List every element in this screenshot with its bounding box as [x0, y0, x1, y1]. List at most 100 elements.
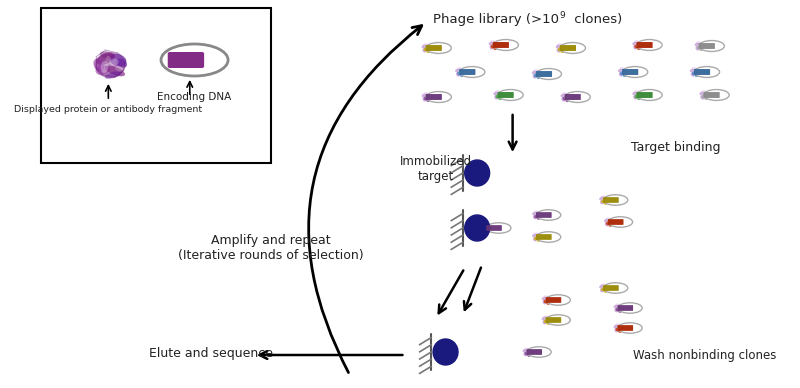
Ellipse shape	[522, 349, 526, 352]
Ellipse shape	[699, 92, 704, 95]
Ellipse shape	[546, 301, 550, 305]
Ellipse shape	[422, 45, 426, 48]
Ellipse shape	[536, 233, 540, 238]
Ellipse shape	[100, 51, 115, 59]
Ellipse shape	[542, 300, 546, 304]
Ellipse shape	[457, 72, 460, 75]
Ellipse shape	[524, 348, 530, 350]
Ellipse shape	[618, 327, 622, 331]
FancyBboxPatch shape	[618, 305, 633, 311]
Ellipse shape	[422, 48, 426, 52]
Text: Target binding: Target binding	[630, 142, 720, 154]
Ellipse shape	[601, 196, 606, 199]
Ellipse shape	[533, 215, 537, 219]
Ellipse shape	[605, 222, 609, 226]
Ellipse shape	[636, 41, 640, 46]
Ellipse shape	[601, 200, 604, 203]
Ellipse shape	[561, 94, 565, 97]
Ellipse shape	[634, 45, 638, 50]
Ellipse shape	[537, 214, 541, 218]
FancyBboxPatch shape	[168, 52, 204, 68]
Ellipse shape	[634, 90, 639, 94]
Ellipse shape	[482, 225, 486, 228]
Ellipse shape	[559, 46, 562, 50]
Ellipse shape	[614, 308, 618, 312]
Ellipse shape	[96, 53, 114, 65]
Ellipse shape	[487, 227, 491, 231]
Ellipse shape	[544, 320, 546, 323]
Ellipse shape	[603, 195, 628, 205]
Ellipse shape	[632, 42, 637, 45]
Ellipse shape	[425, 46, 428, 50]
Ellipse shape	[537, 238, 540, 242]
Ellipse shape	[484, 228, 487, 231]
Ellipse shape	[604, 199, 608, 203]
Ellipse shape	[534, 210, 539, 213]
Ellipse shape	[559, 44, 563, 49]
Ellipse shape	[698, 44, 702, 48]
Text: Immobilized
target: Immobilized target	[400, 155, 472, 183]
Ellipse shape	[566, 98, 569, 102]
Ellipse shape	[599, 285, 603, 288]
Ellipse shape	[632, 92, 637, 95]
FancyBboxPatch shape	[694, 69, 710, 75]
Ellipse shape	[615, 308, 618, 311]
Ellipse shape	[542, 320, 546, 324]
Ellipse shape	[638, 43, 642, 48]
Ellipse shape	[115, 66, 122, 72]
Ellipse shape	[695, 46, 699, 50]
Ellipse shape	[623, 71, 627, 75]
Ellipse shape	[546, 299, 550, 303]
FancyBboxPatch shape	[698, 43, 715, 49]
Ellipse shape	[542, 317, 546, 320]
Ellipse shape	[94, 59, 104, 71]
Ellipse shape	[459, 66, 485, 78]
Ellipse shape	[600, 288, 604, 293]
Ellipse shape	[535, 213, 538, 217]
FancyBboxPatch shape	[459, 69, 475, 75]
Ellipse shape	[426, 44, 430, 49]
Ellipse shape	[543, 315, 549, 319]
Circle shape	[465, 215, 490, 241]
Ellipse shape	[690, 72, 694, 76]
Ellipse shape	[460, 71, 465, 75]
Ellipse shape	[426, 43, 451, 54]
Ellipse shape	[619, 72, 623, 76]
Ellipse shape	[606, 218, 610, 220]
Ellipse shape	[561, 47, 565, 51]
Ellipse shape	[110, 54, 126, 66]
Ellipse shape	[694, 73, 698, 77]
FancyBboxPatch shape	[603, 285, 618, 291]
Ellipse shape	[636, 43, 639, 47]
Ellipse shape	[604, 219, 608, 222]
Ellipse shape	[523, 352, 527, 356]
Ellipse shape	[459, 68, 463, 73]
Ellipse shape	[542, 297, 546, 300]
Ellipse shape	[532, 212, 536, 215]
FancyBboxPatch shape	[618, 325, 633, 331]
FancyBboxPatch shape	[426, 45, 442, 51]
Ellipse shape	[603, 196, 606, 201]
Ellipse shape	[532, 234, 536, 237]
Ellipse shape	[457, 67, 462, 71]
Ellipse shape	[636, 91, 640, 96]
FancyBboxPatch shape	[498, 92, 514, 98]
Ellipse shape	[622, 66, 648, 78]
Ellipse shape	[608, 217, 633, 227]
Ellipse shape	[537, 216, 540, 220]
Ellipse shape	[110, 59, 119, 66]
FancyBboxPatch shape	[546, 297, 562, 303]
Ellipse shape	[546, 321, 550, 325]
Ellipse shape	[536, 232, 561, 242]
Ellipse shape	[618, 324, 621, 329]
Text: Phage library (>10: Phage library (>10	[433, 13, 558, 26]
Text: Elute and sequence: Elute and sequence	[149, 348, 273, 360]
Ellipse shape	[565, 92, 590, 102]
Ellipse shape	[528, 351, 532, 355]
Ellipse shape	[535, 70, 540, 75]
Ellipse shape	[561, 49, 564, 53]
Ellipse shape	[694, 70, 697, 74]
Ellipse shape	[526, 348, 530, 353]
Ellipse shape	[526, 347, 551, 357]
Ellipse shape	[532, 71, 536, 74]
